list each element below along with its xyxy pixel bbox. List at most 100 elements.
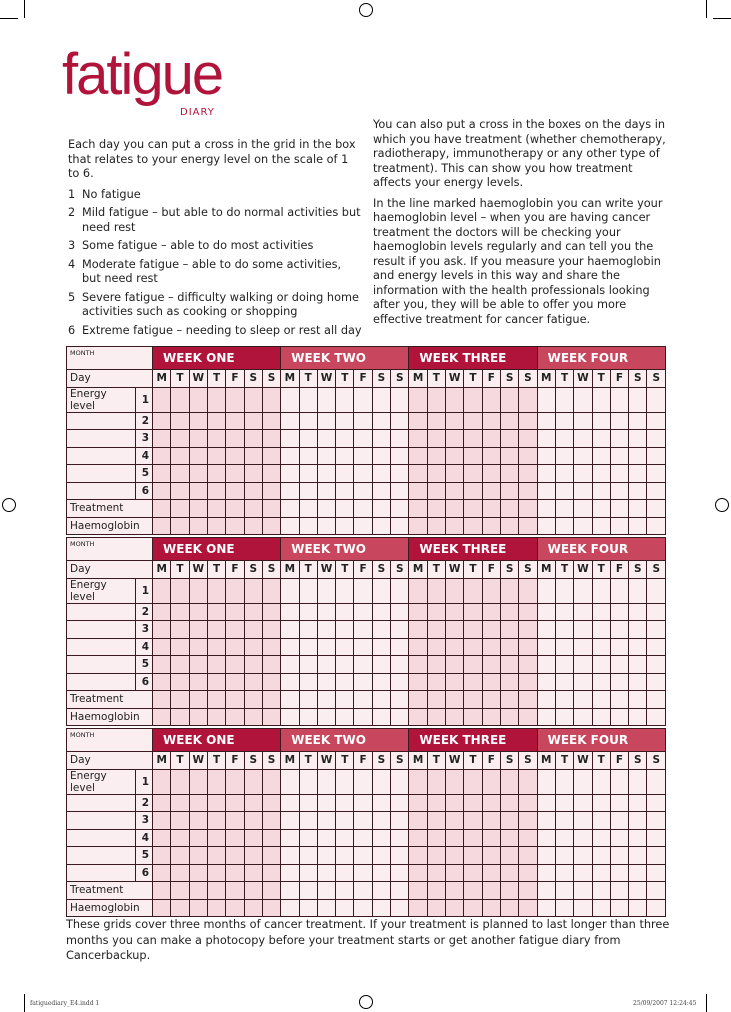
energy-cell[interactable] bbox=[573, 655, 593, 674]
energy-cell[interactable] bbox=[206, 828, 227, 847]
energy-cell[interactable] bbox=[335, 811, 355, 830]
energy-cell[interactable] bbox=[554, 481, 575, 500]
energy-cell[interactable] bbox=[335, 846, 355, 865]
energy-cell[interactable] bbox=[188, 637, 208, 656]
treatment-cell[interactable] bbox=[554, 499, 575, 518]
energy-cell[interactable] bbox=[152, 577, 172, 604]
energy-cell[interactable] bbox=[445, 620, 465, 639]
energy-cell[interactable] bbox=[628, 811, 648, 830]
energy-cell[interactable] bbox=[371, 863, 392, 882]
haemoglobin-cell[interactable] bbox=[408, 516, 428, 535]
energy-cell[interactable] bbox=[445, 811, 465, 830]
energy-cell[interactable] bbox=[573, 464, 593, 483]
energy-cell[interactable] bbox=[554, 655, 575, 674]
energy-cell[interactable] bbox=[481, 481, 501, 500]
energy-cell[interactable] bbox=[609, 637, 630, 656]
treatment-cell[interactable] bbox=[591, 881, 611, 900]
energy-cell[interactable] bbox=[335, 793, 355, 812]
energy-cell[interactable] bbox=[353, 386, 373, 413]
energy-cell[interactable] bbox=[646, 577, 666, 604]
energy-cell[interactable] bbox=[445, 602, 465, 621]
energy-cell[interactable] bbox=[298, 637, 318, 656]
energy-cell[interactable] bbox=[481, 602, 501, 621]
energy-cell[interactable] bbox=[554, 672, 575, 691]
energy-cell[interactable] bbox=[628, 481, 648, 500]
haemoglobin-cell[interactable] bbox=[225, 898, 245, 917]
energy-cell[interactable] bbox=[316, 846, 337, 865]
energy-cell[interactable] bbox=[170, 620, 190, 639]
energy-cell[interactable] bbox=[152, 637, 172, 656]
haemoglobin-cell[interactable] bbox=[518, 516, 538, 535]
energy-cell[interactable] bbox=[170, 481, 190, 500]
energy-cell[interactable] bbox=[188, 768, 208, 795]
energy-cell[interactable] bbox=[335, 464, 355, 483]
treatment-cell[interactable] bbox=[591, 690, 611, 709]
energy-cell[interactable] bbox=[353, 768, 373, 795]
energy-cell[interactable] bbox=[426, 672, 447, 691]
energy-cell[interactable] bbox=[481, 429, 501, 448]
energy-cell[interactable] bbox=[188, 464, 208, 483]
energy-cell[interactable] bbox=[225, 446, 245, 465]
energy-cell[interactable] bbox=[206, 429, 227, 448]
energy-cell[interactable] bbox=[390, 793, 410, 812]
energy-cell[interactable] bbox=[390, 811, 410, 830]
energy-cell[interactable] bbox=[445, 411, 465, 430]
treatment-cell[interactable] bbox=[518, 499, 538, 518]
energy-cell[interactable] bbox=[280, 846, 300, 865]
treatment-cell[interactable] bbox=[152, 499, 172, 518]
haemoglobin-cell[interactable] bbox=[408, 707, 428, 726]
energy-cell[interactable] bbox=[170, 602, 190, 621]
energy-cell[interactable] bbox=[353, 602, 373, 621]
treatment-cell[interactable] bbox=[481, 499, 501, 518]
energy-cell[interactable] bbox=[573, 481, 593, 500]
energy-cell[interactable] bbox=[298, 620, 318, 639]
haemoglobin-cell[interactable] bbox=[609, 898, 630, 917]
energy-cell[interactable] bbox=[316, 481, 337, 500]
energy-cell[interactable] bbox=[463, 672, 483, 691]
energy-cell[interactable] bbox=[298, 481, 318, 500]
energy-cell[interactable] bbox=[390, 386, 410, 413]
treatment-cell[interactable] bbox=[481, 881, 501, 900]
energy-cell[interactable] bbox=[481, 620, 501, 639]
energy-cell[interactable] bbox=[371, 386, 392, 413]
haemoglobin-cell[interactable] bbox=[445, 898, 465, 917]
energy-cell[interactable] bbox=[573, 828, 593, 847]
energy-cell[interactable] bbox=[426, 481, 447, 500]
energy-cell[interactable] bbox=[225, 637, 245, 656]
energy-cell[interactable] bbox=[609, 429, 630, 448]
energy-cell[interactable] bbox=[371, 655, 392, 674]
energy-cell[interactable] bbox=[316, 863, 337, 882]
energy-cell[interactable] bbox=[573, 637, 593, 656]
treatment-cell[interactable] bbox=[554, 881, 575, 900]
energy-cell[interactable] bbox=[481, 846, 501, 865]
energy-cell[interactable] bbox=[206, 793, 227, 812]
energy-cell[interactable] bbox=[591, 429, 611, 448]
energy-cell[interactable] bbox=[170, 464, 190, 483]
energy-cell[interactable] bbox=[463, 386, 483, 413]
energy-cell[interactable] bbox=[280, 446, 300, 465]
energy-cell[interactable] bbox=[335, 620, 355, 639]
treatment-cell[interactable] bbox=[646, 499, 666, 518]
energy-cell[interactable] bbox=[536, 481, 556, 500]
energy-cell[interactable] bbox=[390, 620, 410, 639]
energy-cell[interactable] bbox=[536, 464, 556, 483]
treatment-cell[interactable] bbox=[371, 690, 392, 709]
treatment-cell[interactable] bbox=[499, 881, 520, 900]
energy-cell[interactable] bbox=[188, 846, 208, 865]
energy-cell[interactable] bbox=[261, 828, 282, 847]
energy-cell[interactable] bbox=[390, 602, 410, 621]
treatment-cell[interactable] bbox=[353, 881, 373, 900]
energy-cell[interactable] bbox=[316, 620, 337, 639]
energy-cell[interactable] bbox=[206, 481, 227, 500]
energy-cell[interactable] bbox=[243, 429, 263, 448]
energy-cell[interactable] bbox=[225, 672, 245, 691]
energy-cell[interactable] bbox=[371, 672, 392, 691]
energy-cell[interactable] bbox=[646, 846, 666, 865]
energy-cell[interactable] bbox=[536, 828, 556, 847]
energy-cell[interactable] bbox=[609, 602, 630, 621]
energy-cell[interactable] bbox=[371, 577, 392, 604]
energy-cell[interactable] bbox=[591, 481, 611, 500]
haemoglobin-cell[interactable] bbox=[554, 516, 575, 535]
energy-cell[interactable] bbox=[628, 793, 648, 812]
treatment-cell[interactable] bbox=[170, 881, 190, 900]
